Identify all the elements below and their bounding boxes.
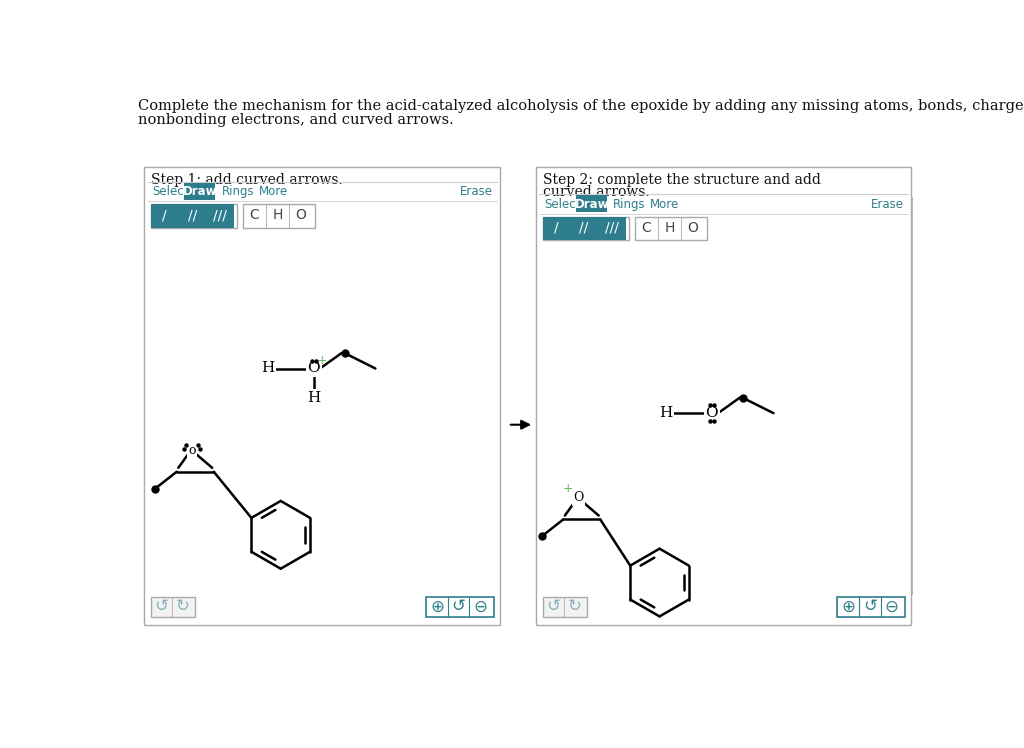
FancyBboxPatch shape [543, 217, 570, 240]
Text: Draw: Draw [574, 197, 609, 210]
Text: H: H [307, 390, 321, 405]
Text: H: H [261, 361, 274, 375]
FancyBboxPatch shape [151, 204, 178, 227]
Text: ///: /// [605, 221, 618, 235]
Text: ↻: ↻ [176, 598, 189, 616]
Text: curved arrows.: curved arrows. [543, 186, 649, 199]
Text: O: O [307, 361, 321, 375]
Text: o: o [188, 444, 196, 456]
Text: H: H [659, 406, 673, 420]
FancyBboxPatch shape [537, 167, 911, 625]
Text: Erase: Erase [460, 186, 493, 198]
FancyBboxPatch shape [184, 183, 215, 200]
FancyBboxPatch shape [577, 195, 607, 212]
FancyBboxPatch shape [243, 204, 315, 227]
FancyBboxPatch shape [543, 217, 629, 240]
Text: +: + [316, 355, 327, 367]
FancyBboxPatch shape [151, 204, 237, 227]
Text: O: O [295, 208, 306, 222]
Text: O: O [706, 406, 718, 420]
Text: More: More [650, 197, 680, 210]
Text: O: O [573, 491, 584, 504]
Text: ↺: ↺ [863, 598, 877, 616]
Text: ↺: ↺ [547, 598, 560, 616]
Text: ↻: ↻ [568, 598, 582, 616]
Text: H: H [665, 221, 675, 235]
Text: Select: Select [153, 186, 188, 198]
Text: Complete the mechanism for the acid-catalyzed alcoholysis of the epoxide by addi: Complete the mechanism for the acid-cata… [138, 99, 1024, 113]
Text: /: / [554, 221, 559, 235]
Text: ⊖: ⊖ [473, 598, 487, 616]
Text: nonbonding electrons, and curved arrows.: nonbonding electrons, and curved arrows. [138, 113, 454, 127]
Text: ↺: ↺ [452, 598, 466, 616]
FancyBboxPatch shape [426, 597, 494, 617]
Text: H: H [272, 208, 283, 222]
FancyBboxPatch shape [178, 204, 206, 227]
Text: ⊕: ⊕ [430, 598, 444, 616]
Text: //: // [580, 221, 589, 235]
Text: C: C [250, 208, 259, 222]
Text: Erase: Erase [870, 197, 903, 210]
Text: Step 2: complete the structure and add: Step 2: complete the structure and add [543, 173, 820, 187]
Text: Rings: Rings [613, 197, 646, 210]
Text: +: + [562, 482, 573, 495]
Text: O: O [687, 221, 698, 235]
FancyBboxPatch shape [598, 217, 626, 240]
Text: ↺: ↺ [155, 598, 168, 616]
Text: C: C [642, 221, 651, 235]
FancyBboxPatch shape [570, 217, 598, 240]
Text: ⊕: ⊕ [842, 598, 855, 616]
FancyBboxPatch shape [838, 597, 905, 617]
Text: Rings: Rings [221, 186, 254, 198]
Text: Step 1: add curved arrows.: Step 1: add curved arrows. [151, 173, 342, 187]
Text: Select: Select [544, 197, 581, 210]
FancyBboxPatch shape [206, 204, 233, 227]
FancyBboxPatch shape [144, 167, 500, 625]
Text: //: // [187, 208, 197, 222]
Text: ⊖: ⊖ [885, 598, 898, 616]
FancyBboxPatch shape [543, 597, 587, 617]
FancyBboxPatch shape [151, 597, 196, 617]
Text: /: / [162, 208, 167, 222]
Text: More: More [258, 186, 288, 198]
FancyBboxPatch shape [635, 217, 708, 240]
Text: Draw: Draw [182, 186, 217, 198]
Text: ///: /// [213, 208, 227, 222]
